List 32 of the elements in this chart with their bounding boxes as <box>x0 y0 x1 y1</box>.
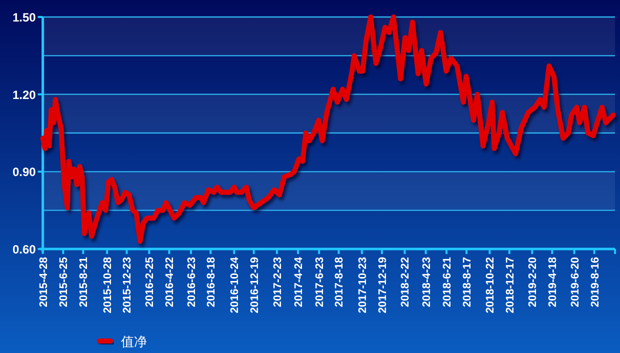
x-tick-label: 2017-12-19 <box>376 257 389 314</box>
x-tick-label: 2016-10-24 <box>229 256 242 314</box>
x-tick-label: 2019-4-18 <box>547 257 560 308</box>
x-tick-label: 2018-6-21 <box>442 257 454 308</box>
x-tick-label: 2019-8-16 <box>589 257 602 308</box>
x-tick-label: 2019-6-20 <box>569 257 582 308</box>
legend-label: 值净 <box>121 334 147 349</box>
x-tick-label: 2015-6-25 <box>58 257 70 308</box>
x-tick-label: 2016-2-25 <box>144 257 156 308</box>
x-tick-label: 2018-4-23 <box>420 257 433 308</box>
x-tick-label: 2016-4-22 <box>164 257 176 308</box>
x-tick-label: 2017-6-23 <box>314 257 326 308</box>
x-tick-label: 2016-8-18 <box>206 257 218 308</box>
x-tick-label: 2018-2-22 <box>400 257 412 308</box>
x-tick-label: 2015-12-23 <box>122 257 134 314</box>
x-tick-label: 2017-2-23 <box>272 257 284 308</box>
y-tick-label: 0.90 <box>12 165 36 180</box>
x-tick-label: 2016-6-23 <box>186 257 198 308</box>
x-tick-label: 2016-12-19 <box>248 257 261 314</box>
x-tick-label: 2018-8-17 <box>462 257 474 308</box>
x-tick-label: 2019-2-20 <box>527 257 540 308</box>
x-tick-label: 2017-4-24 <box>293 256 306 308</box>
x-tick-label: 2017-8-18 <box>334 257 346 308</box>
y-tick-label: 1.50 <box>12 10 36 24</box>
y-tick-label: 1.20 <box>12 88 36 102</box>
y-tick-label: 0.60 <box>12 242 36 256</box>
x-tick-label: 2015-4-28 <box>38 257 50 308</box>
x-tick-label: 2018-12-17 <box>504 257 516 314</box>
x-tick-label: 2015-8-21 <box>78 257 90 308</box>
x-tick-label: 2018-10-22 <box>484 257 497 314</box>
x-tick-label: 2017-10-23 <box>356 257 369 314</box>
x-tick-label: 2015-10-28 <box>102 257 114 314</box>
